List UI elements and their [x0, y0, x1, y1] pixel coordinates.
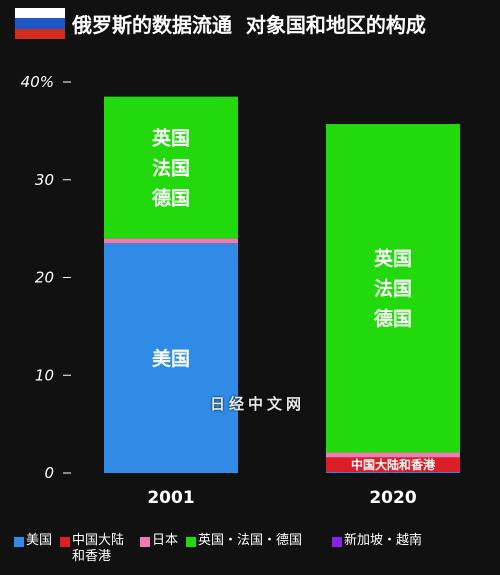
legend-label: 日本 [152, 533, 179, 548]
data-label: 英国 [374, 247, 412, 270]
y-tick-label: 10 [35, 366, 54, 384]
watermark: 日经中文网 [210, 395, 306, 413]
bar-segment [104, 238, 238, 244]
russia-flag-icon [15, 8, 65, 39]
y-tick-label: 30 [35, 171, 54, 189]
x-tick-label: 2020 [369, 488, 416, 508]
bar-segment [326, 457, 460, 473]
y-tick-label: 0 [44, 464, 54, 482]
data-label: 美国 [152, 347, 190, 370]
legend-item-sg-vn: 新加坡・越南 [332, 533, 422, 549]
x-tick-label: 2001 [147, 488, 194, 508]
bar-segment [326, 452, 460, 458]
legend-swatch [140, 537, 150, 547]
data-label: 法国 [374, 277, 412, 300]
data-label: 法国 [152, 156, 190, 179]
data-label: 英国 [152, 126, 190, 149]
legend: 美国 中国大陆和香港 日本 英国・法国・德国 新加坡・越南 [14, 533, 494, 569]
y-tick-label: 20 [35, 269, 54, 287]
legend-item-uk-fr-de: 英国・法国・德国 [186, 533, 302, 549]
legend-label: 美国 [26, 533, 53, 548]
bar-segment [104, 243, 238, 473]
chart-title: 俄罗斯的数据流通 对象国和地区的构成 [72, 13, 426, 37]
data-label: 德国 [152, 186, 190, 209]
legend-item-usa: 美国 [14, 533, 52, 549]
bar-segment [104, 96, 238, 239]
legend-swatch [186, 537, 196, 547]
legend-swatch [332, 537, 342, 547]
bar-segment [326, 472, 460, 473]
legend-swatch [14, 537, 24, 547]
legend-label: 中国大陆和香港 [72, 533, 125, 564]
data-label: 德国 [374, 307, 412, 330]
legend-item-japan: 日本 [140, 533, 178, 549]
legend-label: 新加坡・越南 [344, 533, 423, 548]
legend-swatch [60, 537, 70, 547]
data-label: 中国大陆和香港 [351, 457, 436, 472]
legend-item-china-hk: 中国大陆和香港 [60, 533, 130, 565]
header: 俄罗斯的数据流通 对象国和地区的构成 [0, 0, 500, 46]
y-tick-label: 40% [21, 73, 54, 91]
legend-label: 英国・法国・德国 [198, 533, 303, 548]
bar-segment [326, 124, 460, 453]
